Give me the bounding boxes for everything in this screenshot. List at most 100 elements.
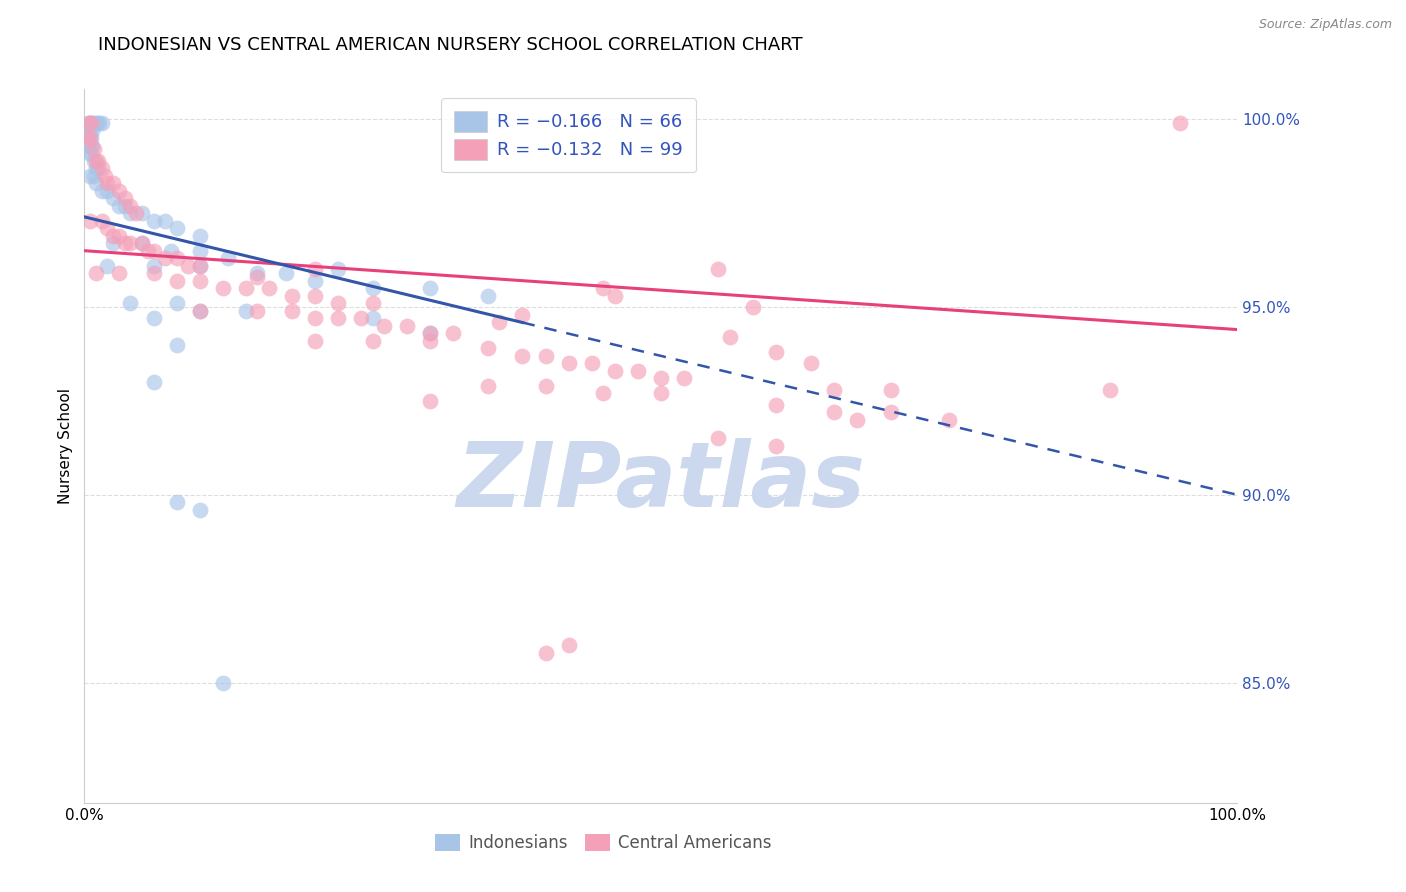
Point [211, 281, 233, 295]
Point [131, 236, 153, 251]
Point [166, 274, 188, 288]
Point [96, 184, 118, 198]
Point [94, 169, 117, 183]
Point [82, 123, 104, 137]
Point [592, 386, 614, 401]
Point [235, 303, 257, 318]
Point [188, 228, 211, 243]
Point [592, 281, 614, 295]
Point [166, 337, 188, 351]
Point [304, 289, 326, 303]
Point [77, 131, 100, 145]
Point [557, 356, 579, 370]
Point [87, 153, 110, 168]
Point [76, 123, 98, 137]
Point [419, 326, 441, 341]
Point [627, 364, 650, 378]
Point [419, 393, 441, 408]
Point [326, 262, 349, 277]
Point [86, 116, 108, 130]
Point [707, 262, 730, 277]
Point [79, 116, 101, 130]
Point [153, 251, 176, 265]
Point [108, 199, 131, 213]
Point [350, 311, 373, 326]
Point [125, 206, 148, 220]
Point [76, 138, 98, 153]
Point [120, 236, 142, 251]
Point [83, 142, 105, 156]
Point [396, 318, 419, 333]
Point [90, 213, 112, 227]
Point [142, 266, 165, 280]
Point [276, 266, 298, 280]
Point [742, 300, 765, 314]
Point [103, 176, 124, 190]
Point [188, 259, 211, 273]
Point [188, 303, 211, 318]
Point [650, 371, 672, 385]
Point [823, 405, 845, 419]
Point [304, 274, 326, 288]
Point [361, 281, 384, 295]
Point [765, 345, 787, 359]
Point [304, 334, 326, 348]
Point [114, 199, 136, 213]
Point [79, 213, 101, 227]
Point [823, 383, 845, 397]
Point [488, 315, 510, 329]
Point [603, 289, 626, 303]
Point [79, 169, 101, 183]
Point [131, 206, 153, 220]
Point [534, 349, 557, 363]
Point [166, 251, 188, 265]
Point [120, 206, 142, 220]
Point [188, 274, 211, 288]
Y-axis label: Nursery School: Nursery School [58, 388, 73, 504]
Point [79, 138, 101, 153]
Point [1099, 383, 1122, 397]
Point [83, 116, 105, 130]
Point [96, 221, 118, 235]
Point [304, 262, 326, 277]
Point [166, 296, 188, 310]
Point [188, 303, 211, 318]
Point [188, 503, 211, 517]
Point [76, 116, 98, 130]
Point [77, 116, 100, 130]
Point [477, 379, 499, 393]
Point [136, 244, 159, 258]
Legend: Indonesians, Central Americans: Indonesians, Central Americans [429, 827, 778, 859]
Point [177, 259, 200, 273]
Point [257, 281, 280, 295]
Point [512, 349, 534, 363]
Point [581, 356, 603, 370]
Text: ZIPatlas: ZIPatlas [457, 438, 865, 525]
Point [218, 251, 240, 265]
Point [211, 675, 233, 690]
Point [142, 259, 165, 273]
Point [82, 138, 104, 153]
Point [880, 383, 903, 397]
Point [79, 123, 101, 137]
Point [108, 228, 131, 243]
Point [188, 259, 211, 273]
Point [96, 259, 118, 273]
Point [361, 296, 384, 310]
Point [82, 116, 104, 130]
Point [765, 439, 787, 453]
Point [512, 308, 534, 322]
Point [80, 116, 103, 130]
Point [142, 244, 165, 258]
Point [281, 289, 304, 303]
Point [557, 638, 579, 652]
Point [361, 334, 384, 348]
Point [103, 191, 124, 205]
Point [108, 184, 131, 198]
Point [534, 379, 557, 393]
Text: INDONESIAN VS CENTRAL AMERICAN NURSERY SCHOOL CORRELATION CHART: INDONESIAN VS CENTRAL AMERICAN NURSERY S… [98, 36, 803, 54]
Point [80, 146, 103, 161]
Point [114, 236, 136, 251]
Point [96, 176, 118, 190]
Point [477, 342, 499, 356]
